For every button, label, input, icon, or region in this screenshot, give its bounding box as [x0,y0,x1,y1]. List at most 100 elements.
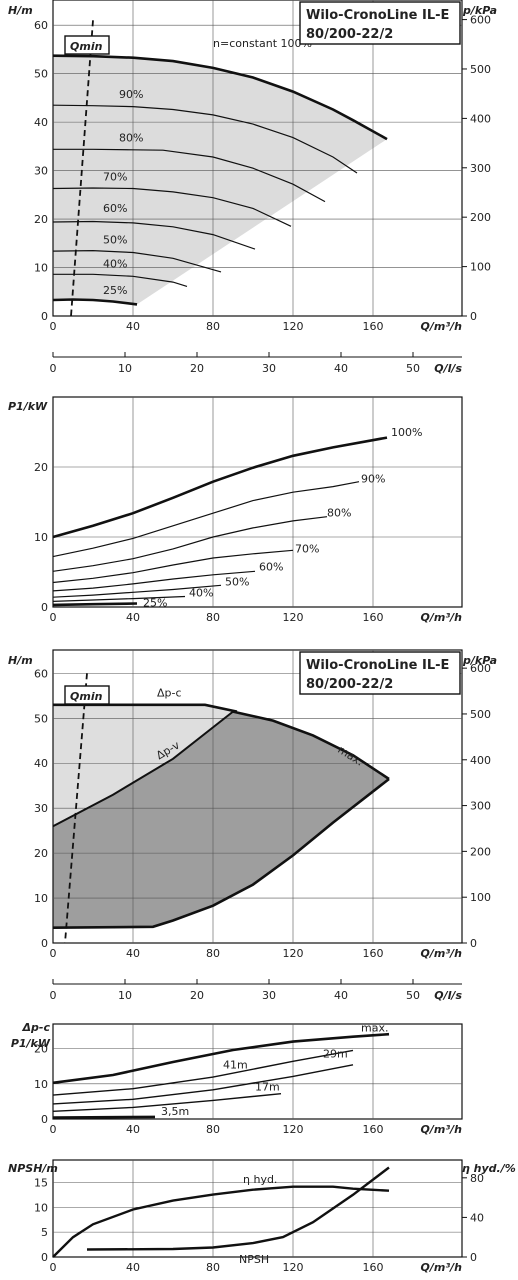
eta-y2-tick-label: 80 [470,1172,484,1185]
power2-curve-3 [52,1093,282,1112]
pressure-y2-tick-label: 100 [470,261,491,274]
head-y-tick-label: 60 [34,19,48,32]
head-curve-60 [52,220,256,250]
power2-y-tick-label: 20 [34,1043,48,1056]
flow-ls-bottom-tick-label: 0 [50,989,57,1002]
head-curve-25 [52,298,138,306]
control-chart-x-tick-label: 160 [363,947,384,960]
control-chart-x-tick-label: 80 [206,947,220,960]
power2-chart-x-tick-label: 160 [363,1123,384,1136]
head-curve-label: 25% [103,284,127,297]
npsh-chart-x-tick-label: 40 [126,1261,140,1274]
pressure-y2-tick-label: 500 [470,63,491,76]
head-y-tick-label: 30 [34,165,48,178]
control-curve-2 [232,710,390,781]
head-curve-nconstant100 [52,54,388,141]
head-curve-40 [53,273,188,287]
pressure-y2-tick-label: 400 [470,112,491,125]
control-chart-x-tick-label: 120 [283,947,304,960]
power-y-tick-label: 20 [34,461,48,474]
npsh-chart-x-tick-label: 120 [283,1261,304,1274]
head-y-tick-label: 20 [34,213,48,226]
operating-area [53,55,387,305]
power-chart-x-tick-label: 120 [283,611,304,624]
pressure-y2-tick-label: 0 [470,310,477,323]
dpc-area [53,704,237,827]
pressure2-y2-tick-label: 500 [470,708,491,721]
head-y-tick-label: 40 [34,116,48,129]
flow-ls-bottom-tick-label: 10 [118,989,132,1002]
npsh-label: NPSH [239,1253,269,1266]
head-chart-x-axis-label: Q/m³/h [421,320,463,333]
power-y-tick-label: 0 [41,601,48,614]
power-curve-50 [52,584,222,598]
power-curve-label: 100% [391,426,422,439]
power-curve-label: 70% [295,542,319,555]
head-curve-70 [52,187,292,227]
head-curve-90 [52,104,358,174]
power2-curve-label: 3,5m [161,1105,189,1118]
flow-ls-top-tick-label: 50 [406,362,420,375]
power2-curve-label: 41m [223,1059,248,1072]
title-bottom-line2: 80/200-22/2 [306,677,393,692]
head-curve-label: 70% [103,170,127,183]
power-chart-x-tick-label: 80 [206,611,220,624]
power2-chart-x-tick-label: 120 [283,1123,304,1136]
efficiency-curve [52,1185,390,1258]
title-top-line1: Wilo-CronoLine IL-E [306,8,449,23]
power-curve-label: 90% [361,472,385,485]
head-curve-80 [53,148,326,203]
dpc-y-axis-label: Δp-c [22,1021,51,1034]
head-curve-label: 40% [103,258,127,271]
power-curve-25 [52,602,138,607]
control-curve-3 [52,777,390,929]
npsh-curve [86,1166,390,1251]
flow-ls-bottom-tick-label: 50 [406,989,420,1002]
control-curve-1 [52,710,234,828]
power-curve-90 [52,481,360,558]
title-bottom-line1: Wilo-CronoLine IL-E [306,658,449,673]
head-chart-frame [52,0,463,317]
power2-chart-x-axis-label: Q/m³/h [421,1123,463,1136]
head2-y-tick-label: 40 [34,757,48,770]
title-bottom-box [299,651,461,695]
power2-chart-x-tick-label: 40 [126,1123,140,1136]
power2-chart-frame [52,1023,463,1120]
head-y-axis-label: H/m [8,4,33,17]
pressure2-y2-tick-label: 400 [470,754,491,767]
head-curve-label: n=constant 100% [213,37,312,50]
pressure-y2-tick-label: 600 [470,14,491,27]
power-chart-frame [52,396,463,608]
power-curve-80 [52,516,328,572]
power2-chart-x-tick-label: 0 [50,1123,57,1136]
npsh-chart-x-tick-label: 0 [50,1261,57,1274]
qmin-1-box [64,35,110,55]
control-curve-0 [53,703,238,713]
flow-ls-top-tick-label: 20 [190,362,204,375]
power2-curve-1 [52,1049,354,1096]
head2-y-tick-label: 0 [41,937,48,950]
power2-y-tick-label: 10 [34,1078,48,1091]
npsh-y-axis-label: NPSH/m [8,1162,58,1175]
flow-ls-bottom-tick-label: 20 [190,989,204,1002]
power-curve-label: 80% [327,507,351,520]
npsh-y-tick-label: 15 [34,1176,48,1189]
power-chart-x-tick-label: 0 [50,611,57,624]
power2-curve-label: 29m [323,1047,348,1060]
eta-y2-tick-label: 0 [470,1251,477,1264]
head-y-tick-label: 10 [34,262,48,275]
pressure-y2-axis-label: p/kPa [462,4,497,17]
head-chart-x-tick-label: 40 [126,320,140,333]
power2-curve-0 [52,1032,390,1085]
npsh-y-tick-label: 0 [41,1251,48,1264]
head2-y-tick-label: 10 [34,892,48,905]
pressure-y2-tick-label: 200 [470,211,491,224]
power-y-tick-label: 10 [34,531,48,544]
head2-y-tick-label: 50 [34,712,48,725]
pressure-y2-tick-label: 300 [470,162,491,175]
head2-y-axis-label: H/m [8,654,33,667]
flow-ls-top-axis-label: Q/l/s [434,362,462,375]
power-curve-60 [52,570,256,592]
qmin-2-label: Qmin [70,690,103,703]
